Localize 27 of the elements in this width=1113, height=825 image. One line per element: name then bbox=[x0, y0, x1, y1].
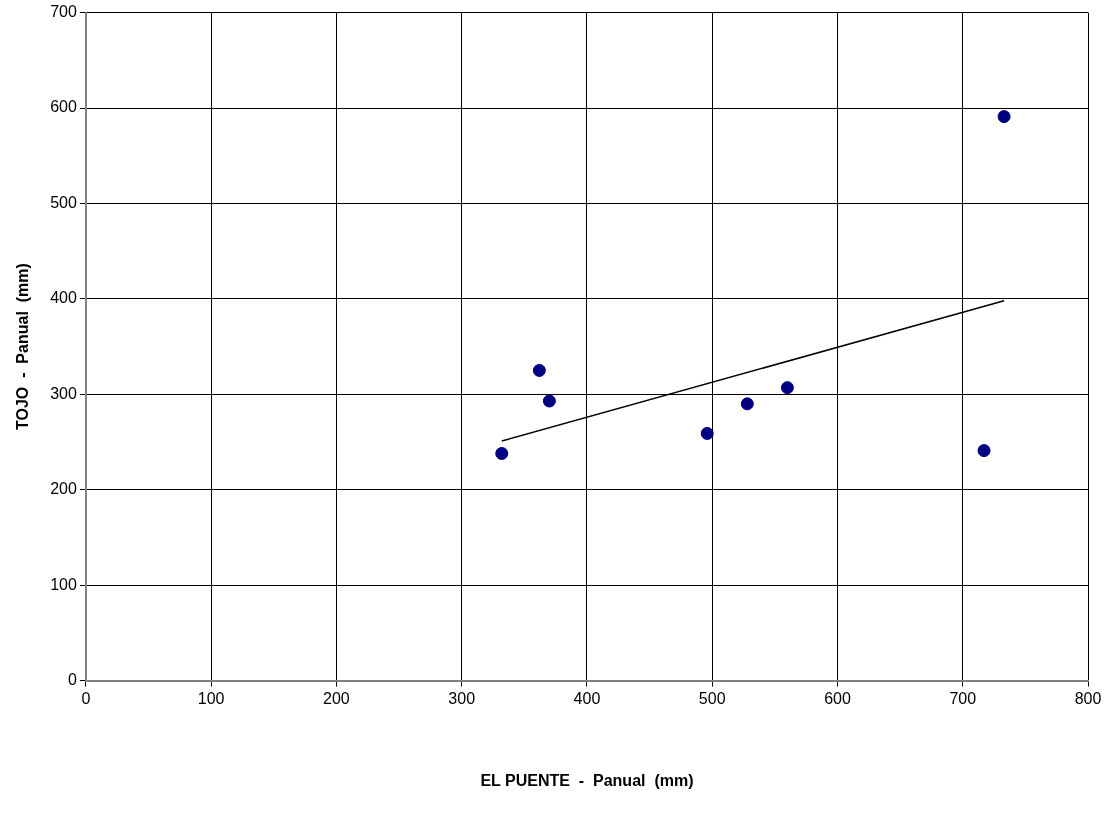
point bbox=[977, 444, 991, 458]
x-tick-label: 100 bbox=[197, 689, 225, 707]
point bbox=[542, 394, 556, 408]
y-axis-title: TOJO - Panual (mm) bbox=[14, 263, 32, 431]
point bbox=[700, 426, 714, 440]
point bbox=[532, 363, 546, 377]
x-axis-title: EL PUENTE - Panual (mm) bbox=[480, 771, 694, 789]
y-tick-label: 700 bbox=[50, 3, 77, 21]
x-tick-label: 700 bbox=[949, 689, 977, 707]
y-tick-label: 400 bbox=[50, 289, 77, 307]
y-tick-label: 600 bbox=[50, 98, 77, 116]
point bbox=[997, 110, 1011, 124]
x-tick-label: 200 bbox=[323, 689, 350, 707]
x-tick-label: 400 bbox=[573, 689, 601, 707]
x-tick-label: 0 bbox=[81, 689, 91, 707]
point bbox=[740, 397, 754, 411]
x-tick-label: 500 bbox=[698, 689, 726, 707]
y-tick-label: 500 bbox=[50, 193, 77, 211]
y-tick-label: 200 bbox=[50, 480, 77, 498]
y-tick-label: 300 bbox=[50, 384, 77, 402]
x-tick-label: 300 bbox=[448, 689, 476, 707]
x-tick-label: 800 bbox=[1074, 689, 1102, 707]
point bbox=[495, 446, 509, 460]
point bbox=[780, 381, 794, 395]
x-tick-label: 600 bbox=[824, 689, 851, 707]
y-tick-label: 100 bbox=[50, 575, 77, 593]
y-tick-label: 0 bbox=[67, 671, 77, 689]
